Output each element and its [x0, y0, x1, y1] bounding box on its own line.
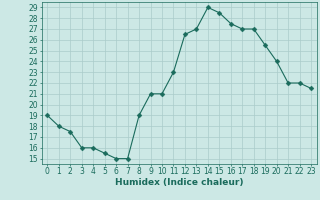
X-axis label: Humidex (Indice chaleur): Humidex (Indice chaleur) — [115, 178, 244, 187]
